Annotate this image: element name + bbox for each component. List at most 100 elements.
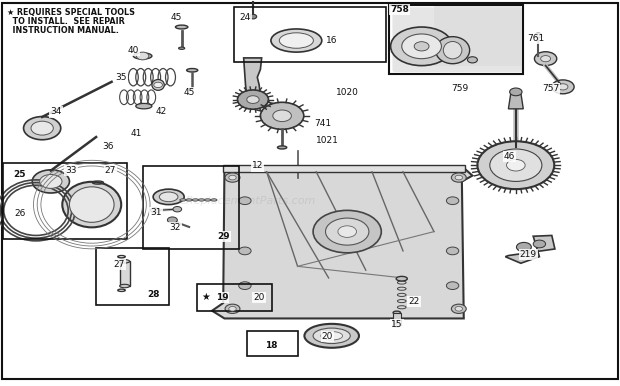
Bar xyxy=(389,5,523,74)
Circle shape xyxy=(414,42,429,51)
Circle shape xyxy=(313,210,381,253)
Circle shape xyxy=(239,197,251,205)
Circle shape xyxy=(229,306,236,311)
Ellipse shape xyxy=(187,68,198,72)
Ellipse shape xyxy=(393,311,401,314)
Polygon shape xyxy=(212,168,472,318)
Circle shape xyxy=(510,88,522,96)
Ellipse shape xyxy=(152,80,164,90)
Text: 761: 761 xyxy=(528,34,545,43)
Circle shape xyxy=(558,84,568,90)
Bar xyxy=(96,248,169,305)
Circle shape xyxy=(534,33,542,38)
Ellipse shape xyxy=(211,199,217,201)
Text: 41: 41 xyxy=(131,129,142,138)
Ellipse shape xyxy=(179,47,185,49)
Circle shape xyxy=(167,217,177,223)
Text: 45: 45 xyxy=(184,88,195,97)
Text: 29: 29 xyxy=(217,232,229,241)
Text: 1020: 1020 xyxy=(336,88,358,97)
Text: 32: 32 xyxy=(169,223,180,232)
Polygon shape xyxy=(434,6,521,66)
Circle shape xyxy=(451,304,466,313)
Circle shape xyxy=(40,174,62,188)
Text: 757: 757 xyxy=(542,84,559,93)
Ellipse shape xyxy=(271,29,322,52)
Circle shape xyxy=(402,34,441,59)
Circle shape xyxy=(446,247,459,255)
Text: 42: 42 xyxy=(156,107,167,117)
Polygon shape xyxy=(505,235,555,263)
Circle shape xyxy=(225,304,240,313)
Circle shape xyxy=(467,57,477,63)
Text: 20: 20 xyxy=(254,293,265,302)
Circle shape xyxy=(455,175,463,180)
Ellipse shape xyxy=(313,328,350,344)
Text: TO INSTALL.  SEE REPAIR: TO INSTALL. SEE REPAIR xyxy=(7,17,125,26)
Ellipse shape xyxy=(133,53,152,59)
Text: 20: 20 xyxy=(322,332,333,341)
Circle shape xyxy=(239,247,251,255)
Bar xyxy=(223,165,465,172)
Text: 27: 27 xyxy=(113,260,125,269)
Bar xyxy=(197,284,272,311)
Text: INSTRUCTION MANUAL.: INSTRUCTION MANUAL. xyxy=(7,26,119,35)
Circle shape xyxy=(247,96,259,103)
Text: 34: 34 xyxy=(50,107,61,117)
Circle shape xyxy=(490,149,542,181)
Circle shape xyxy=(237,90,268,109)
Text: 26: 26 xyxy=(14,208,25,218)
Circle shape xyxy=(541,56,551,62)
Ellipse shape xyxy=(192,199,198,201)
Text: 219: 219 xyxy=(520,250,537,259)
Ellipse shape xyxy=(175,25,188,29)
Circle shape xyxy=(533,240,546,248)
Circle shape xyxy=(451,173,466,182)
Polygon shape xyxy=(508,93,523,109)
Circle shape xyxy=(229,175,236,180)
Text: 33: 33 xyxy=(66,166,77,175)
Text: 18: 18 xyxy=(265,341,278,350)
Ellipse shape xyxy=(321,332,343,340)
Bar xyxy=(120,261,130,286)
Ellipse shape xyxy=(278,146,286,149)
Text: 1021: 1021 xyxy=(316,136,339,146)
Circle shape xyxy=(338,226,356,237)
Circle shape xyxy=(24,117,61,140)
Text: 46: 46 xyxy=(504,152,515,161)
Circle shape xyxy=(239,282,251,290)
Ellipse shape xyxy=(180,199,186,201)
Polygon shape xyxy=(244,58,262,96)
Text: 758: 758 xyxy=(391,5,409,14)
Circle shape xyxy=(31,121,53,135)
Bar xyxy=(247,331,298,356)
Ellipse shape xyxy=(186,199,192,201)
Text: 28: 28 xyxy=(148,290,160,299)
Text: 24: 24 xyxy=(239,13,250,22)
Text: 27: 27 xyxy=(105,166,116,175)
Ellipse shape xyxy=(435,37,470,64)
Bar xyxy=(234,7,386,62)
Circle shape xyxy=(173,207,182,212)
Circle shape xyxy=(154,82,162,88)
Text: 16: 16 xyxy=(326,36,337,45)
Ellipse shape xyxy=(279,33,314,48)
Circle shape xyxy=(273,110,291,122)
Text: 741: 741 xyxy=(314,119,331,128)
Ellipse shape xyxy=(136,103,152,109)
Text: 22: 22 xyxy=(409,297,420,306)
Ellipse shape xyxy=(443,41,462,59)
Text: 36: 36 xyxy=(103,142,114,151)
Circle shape xyxy=(151,208,159,213)
Ellipse shape xyxy=(120,284,130,288)
Circle shape xyxy=(260,102,304,129)
Circle shape xyxy=(249,14,257,19)
Circle shape xyxy=(391,27,453,66)
Text: 12: 12 xyxy=(252,161,263,171)
Circle shape xyxy=(534,52,557,66)
Circle shape xyxy=(477,141,554,189)
Ellipse shape xyxy=(62,182,121,227)
Text: 35: 35 xyxy=(115,73,126,82)
Ellipse shape xyxy=(304,324,359,348)
Text: ★: ★ xyxy=(202,292,210,302)
